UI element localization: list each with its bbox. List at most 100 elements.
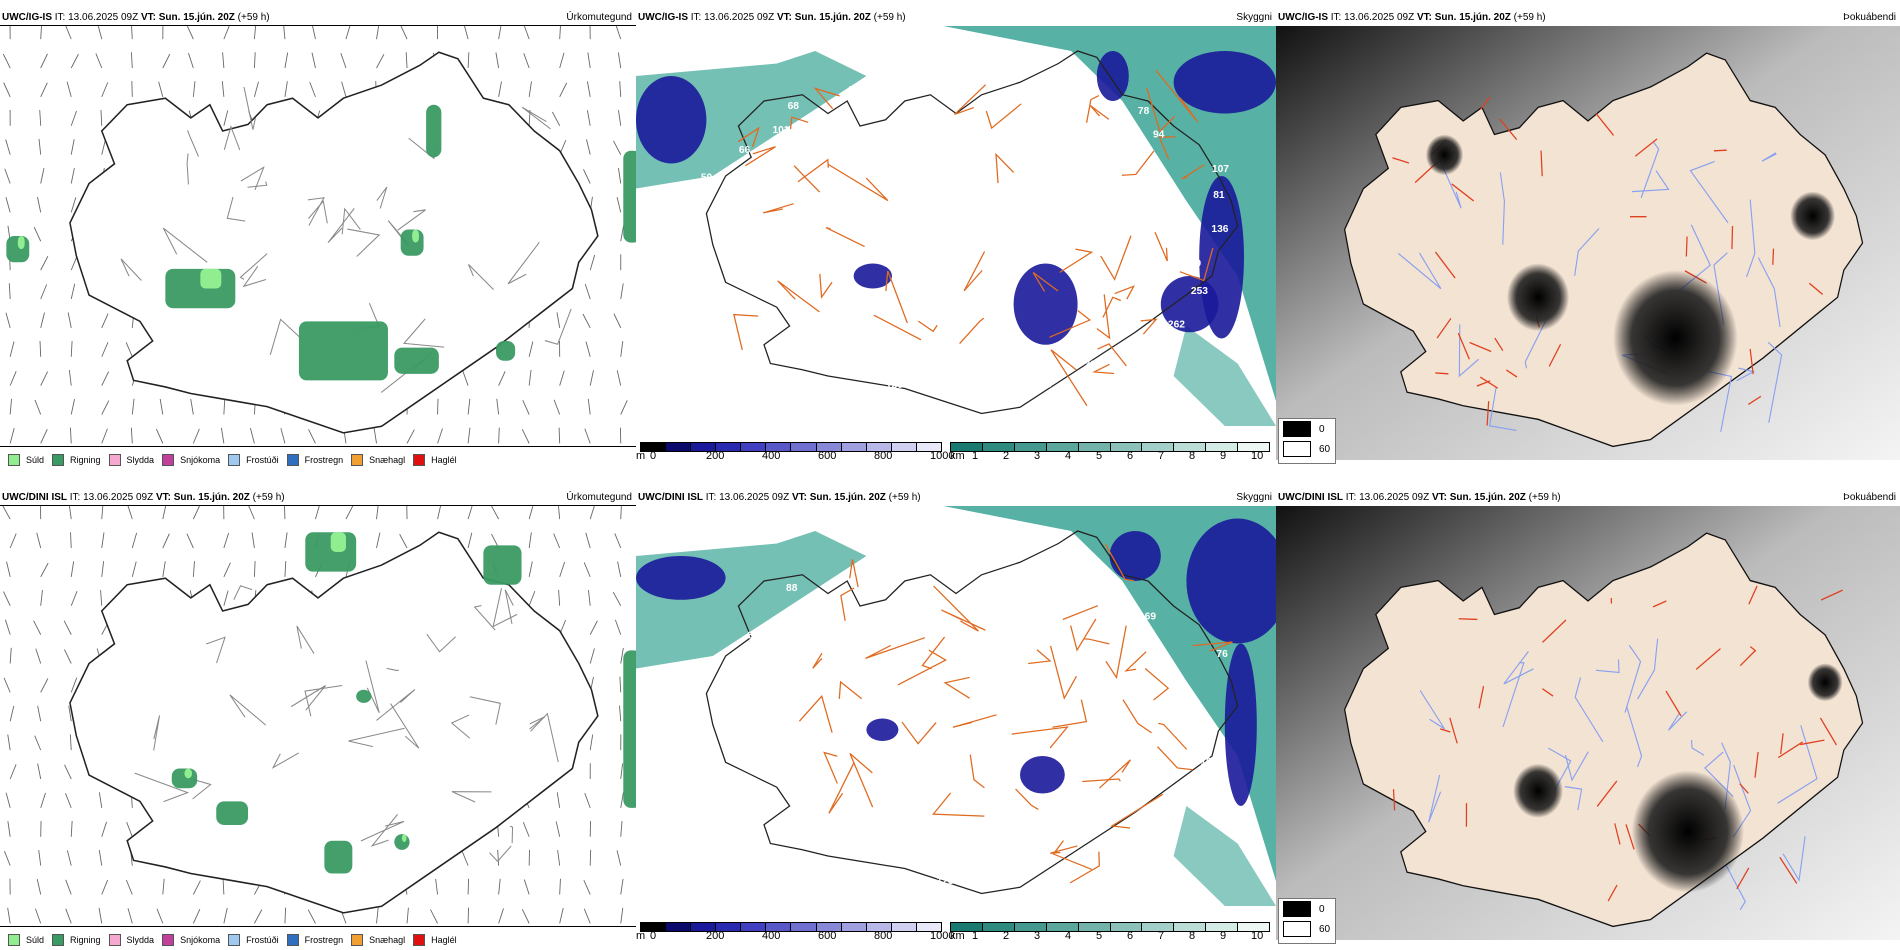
panel-header: UWC/DINI ISL IT: 13.06.2025 09Z VT: Sun.… — [0, 490, 636, 506]
ceiling-value: 94 — [933, 555, 945, 566]
ceiling-value: 121 — [944, 381, 961, 392]
ceiling-value: 166 — [792, 348, 809, 359]
legend-swatch — [413, 454, 426, 466]
ceiling-tick: 1000 — [930, 930, 955, 942]
ceiling-value: 88 — [786, 583, 798, 594]
ceiling-value: 98 — [1017, 859, 1029, 870]
ceiling-value: 218 — [743, 330, 760, 341]
fog-area — [1425, 134, 1464, 176]
valid-time-label: VT: — [155, 492, 171, 503]
ceiling-colorbar: m 0 200 400 600 800 1000 — [636, 916, 954, 950]
precip-map[interactable] — [0, 25, 637, 447]
ceiling-value: 80 — [679, 730, 691, 741]
ceiling-value: 81 — [1213, 190, 1225, 201]
fog-area — [1790, 191, 1836, 241]
fog-legend: 0 60 — [1278, 898, 1336, 944]
fog-index-panel: UWC/IG-IS IT: 13.06.2025 09Z VT: Sun. 15… — [1276, 10, 1900, 470]
fog-map[interactable] — [1276, 26, 1900, 460]
legend-item: Frostregn — [286, 930, 343, 950]
colorbar-step — [841, 923, 867, 931]
ceiling-value: 165 — [1200, 757, 1217, 768]
colorbar-step — [891, 923, 917, 931]
panel-header: UWC/IG-IS IT: 13.06.2025 09Z VT: Sun. 15… — [636, 10, 1276, 26]
colorbar-step — [1014, 923, 1047, 931]
rain-area — [394, 834, 410, 850]
init-time-label: IT: — [705, 492, 717, 503]
visibility-map[interactable]: 176 165 94 87 98 123 91 82 139 80 81 88 88 93 94 78 108 6… — [636, 506, 1276, 906]
legend-swatch — [8, 934, 20, 946]
valid-time-label: VT: — [140, 12, 156, 23]
init-time: 13.06.2025 09Z — [704, 12, 775, 23]
colorbar-step — [816, 923, 842, 931]
visibility-tick: 6 — [1127, 450, 1134, 462]
colorbar-step — [1206, 923, 1239, 931]
panel-header: UWC/IG-IS IT: 13.06.2025 09Z VT: Sun. 15… — [0, 10, 636, 26]
drizzle-area — [330, 532, 346, 552]
precip-map[interactable] — [0, 505, 637, 927]
colorbar-step — [1238, 923, 1270, 931]
ceiling-value: 106 — [851, 370, 868, 381]
legend-swatch — [52, 934, 65, 946]
colorbar-step — [1142, 923, 1175, 931]
panel-title: Úrkomutegund — [566, 12, 632, 23]
visibility-tick: 10 — [1251, 450, 1264, 462]
rain-area — [400, 229, 424, 256]
lead-time: (+59 h) — [1528, 492, 1561, 503]
low-ceiling-area — [1224, 643, 1257, 806]
legend-item: Rigning — [52, 930, 101, 950]
colorbar-step — [816, 443, 842, 451]
legend-swatch — [8, 454, 20, 466]
legend-label: Slydda — [126, 455, 155, 465]
legend-label: Snæhagl — [369, 455, 406, 465]
ceiling-value: 81 — [991, 66, 1003, 77]
ceiling-value: 123 — [711, 308, 728, 319]
valid-time: Sun. 15.jún. 20Z — [1449, 492, 1526, 503]
visibility-unit: km — [950, 450, 965, 462]
legend-item: Frostúði — [228, 450, 279, 470]
ceiling-value: 482 — [847, 85, 864, 96]
colorbar-step — [866, 923, 892, 931]
ceiling-value: 70 — [1041, 380, 1053, 391]
visibility-tick: 5 — [1096, 930, 1103, 942]
valid-time: Sun. 15.jún. 20Z — [158, 12, 235, 23]
colorbar-step — [1174, 443, 1207, 451]
low-ceiling-area — [1013, 263, 1078, 345]
ceiling-values: 136 139 253 262 229 338 70 160 121 130 106 166 218 12… — [682, 50, 1230, 391]
colorbar-step — [1110, 443, 1143, 451]
visibility-tick: 6 — [1127, 930, 1134, 942]
rain-area — [623, 150, 636, 243]
low-ceiling-area — [1160, 276, 1219, 333]
ceiling-value: 68 — [788, 101, 800, 112]
colorbar-step — [1078, 443, 1111, 451]
visibility-tick: 4 — [1065, 450, 1072, 462]
rain-areas — [6, 104, 636, 381]
rain-area — [496, 341, 516, 361]
low-ceiling-area — [1096, 51, 1129, 101]
legend-label: Rigning — [70, 935, 101, 945]
drizzle-area — [412, 229, 419, 243]
ceiling-tick: 200 — [706, 450, 725, 462]
colorbar-step — [641, 923, 667, 931]
visibility-panel: UWC/IG-IS IT: 13.06.2025 09Z VT: Sun. 15… — [636, 10, 1276, 470]
init-time: 13.06.2025 09Z — [1344, 12, 1415, 23]
model-name: UWC/DINI ISL — [1278, 492, 1343, 503]
fog-legend-label: 60 — [1319, 443, 1331, 455]
fog-area — [1807, 663, 1843, 702]
low-ceiling-area — [1020, 756, 1065, 794]
ceiling-tick: 400 — [762, 450, 781, 462]
colorbar-step — [791, 443, 817, 451]
fog-legend-swatch — [1283, 421, 1311, 437]
visibility-map[interactable]: 136 139 253 262 229 338 70 160 121 130 106 166 218 12… — [636, 26, 1276, 426]
lead-time: (+59 h) — [237, 12, 270, 23]
legend-label: Snjókoma — [180, 455, 221, 465]
low-ceiling-area — [636, 556, 726, 600]
legend-item: Snjókoma — [162, 930, 220, 950]
precip-legend: Súld Rigning Slydda Snjókoma Frostúði Frostre… — [0, 930, 636, 950]
ceiling-value: 66 — [739, 145, 751, 156]
legend-item: Haglél — [413, 450, 457, 470]
ceiling-value: 130 — [886, 380, 903, 391]
fog-legend-label: 0 — [1319, 423, 1325, 435]
model-name: UWC/IG-IS — [638, 12, 688, 23]
rain-area — [394, 347, 439, 374]
fog-map[interactable] — [1276, 506, 1900, 940]
